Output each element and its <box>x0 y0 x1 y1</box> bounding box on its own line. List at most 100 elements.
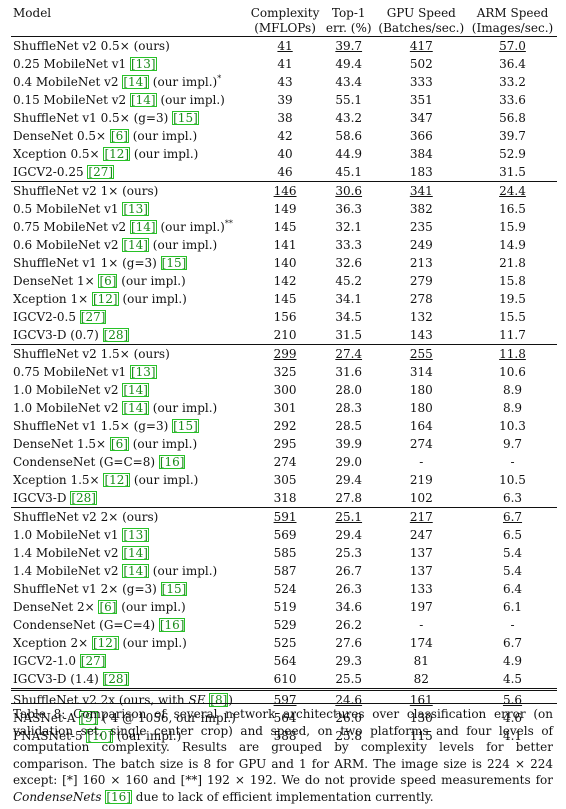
top1-cell: 44.9 <box>323 145 375 163</box>
complexity-cell: 145 <box>247 290 323 308</box>
gpu-cell: 382 <box>375 200 468 218</box>
arm-cell: 33.2 <box>468 73 557 91</box>
complexity-cell: 38 <box>247 109 323 127</box>
arm-cell: 4.9 <box>468 652 557 670</box>
table-row: IGCV2-1.0 [27] 564 29.3 81 4.9 <box>11 652 557 670</box>
gpu-cell: 351 <box>375 91 468 109</box>
model-name-text: (our impl.) <box>149 564 217 578</box>
citation-link[interactable]: [12] <box>103 147 130 161</box>
header-top1: Top-1 err. (%) <box>323 6 375 37</box>
table-row: DenseNet 2× [6] (our impl.) 519 34.6 197 6.1 <box>11 598 557 616</box>
model-name-text: ) <box>228 693 233 707</box>
citation-link[interactable]: [14] <box>130 93 157 107</box>
citation-link[interactable]: [14] <box>122 401 149 415</box>
citation-link[interactable]: [6] <box>98 600 117 614</box>
citation-link[interactable]: [16] <box>159 618 186 632</box>
header-top1-line2: err. (%) <box>326 21 372 35</box>
model-name-text: DenseNet 0.5× <box>13 129 110 143</box>
arm-cell: 14.9 <box>468 236 557 254</box>
citation-link[interactable]: [14] <box>122 75 149 89</box>
citation-link[interactable]: [28] <box>70 491 97 505</box>
gpu-cell: 174 <box>375 634 468 652</box>
top1-cell: 49.4 <box>323 55 375 73</box>
citation-link[interactable]: [14] <box>130 220 157 234</box>
citation-link[interactable]: [6] <box>110 129 129 143</box>
top1-cell: 33.3 <box>323 236 375 254</box>
table-row: IGCV3-D [28] 318 27.8 102 6.3 <box>11 489 557 508</box>
gpu-cell: 333 <box>375 73 468 91</box>
arm-cell: 57.0 <box>468 37 557 56</box>
arm-cell: 21.8 <box>468 254 557 272</box>
arm-cell: 6.1 <box>468 598 557 616</box>
model-cell: Xception 1.5× [12] (our impl.) <box>11 471 247 489</box>
top1-cell: 36.3 <box>323 200 375 218</box>
citation-link[interactable]: [16] <box>159 455 186 469</box>
model-cell: Xception 2× [12] (our impl.) <box>11 634 247 652</box>
citation-link[interactable]: [14] <box>122 546 149 560</box>
top1-cell: 32.1 <box>323 218 375 236</box>
citation-link[interactable]: [6] <box>110 437 129 451</box>
citation-link[interactable]: [13] <box>122 528 149 542</box>
citation-link[interactable]: [6] <box>98 274 117 288</box>
model-cell: 0.5 MobileNet v1 [13] <box>11 200 247 218</box>
table-header: Model Complexity (MFLOPs) Top-1 err. (%) G… <box>11 6 557 37</box>
arm-cell: 10.3 <box>468 417 557 435</box>
model-cell: IGCV2-0.25 [27] <box>11 163 247 182</box>
citation-link[interactable]: [13] <box>122 202 149 216</box>
arm-cell: 9.7 <box>468 435 557 453</box>
model-cell: Xception 1× [12] (our impl.) <box>11 290 247 308</box>
citation-link[interactable]: [14] <box>122 383 149 397</box>
model-name-text: (our impl.) <box>119 636 187 650</box>
gpu-cell: 217 <box>375 508 468 527</box>
model-name-text: ShuffleNet v2 2x (ours, with <box>13 693 188 707</box>
table-row: 1.0 MobileNet v2 [14] 300 28.0 180 8.9 <box>11 381 557 399</box>
gpu-cell: 247 <box>375 526 468 544</box>
complexity-cell: 610 <box>247 670 323 690</box>
complexity-cell: 42 <box>247 127 323 145</box>
top1-cell: 31.5 <box>323 326 375 345</box>
citation-link[interactable]: [14] <box>122 238 149 252</box>
model-cell: 0.15 MobileNet v2 [14] (our impl.) <box>11 91 247 109</box>
citation-link[interactable]: [15] <box>161 582 188 596</box>
model-name-italic: SE <box>188 693 205 707</box>
model-cell: CondenseNet (G=C=4) [16] <box>11 616 247 634</box>
citation-link[interactable]: [27] <box>80 310 107 324</box>
table-row: IGCV3-D (1.4) [28] 610 25.5 82 4.5 <box>11 670 557 690</box>
top1-cell: 26.3 <box>323 580 375 598</box>
model-cell: ShuffleNet v2 1.5× (ours) <box>11 345 247 364</box>
citation-link[interactable]: [27] <box>87 165 114 179</box>
arm-cell: 6.3 <box>468 489 557 508</box>
complexity-cell: 46 <box>247 163 323 182</box>
complexity-cell: 564 <box>247 652 323 670</box>
arm-cell: 33.6 <box>468 91 557 109</box>
citation-link[interactable]: [28] <box>103 672 130 686</box>
complexity-cell: 210 <box>247 326 323 345</box>
citation-link[interactable]: [15] <box>161 256 188 270</box>
complexity-cell: 140 <box>247 254 323 272</box>
citation-link[interactable]: [14] <box>122 564 149 578</box>
citation-link[interactable]: [12] <box>92 636 119 650</box>
caption-citation-link[interactable]: [16] <box>105 790 132 804</box>
complexity-cell: 305 <box>247 471 323 489</box>
citation-link[interactable]: [27] <box>80 654 107 668</box>
arm-cell: - <box>468 453 557 471</box>
top1-cell: 34.1 <box>323 290 375 308</box>
complexity-cell: 299 <box>247 345 323 364</box>
citation-link[interactable]: [12] <box>103 473 130 487</box>
gpu-cell: 180 <box>375 381 468 399</box>
citation-link[interactable]: [15] <box>172 419 199 433</box>
table-row: 1.4 MobileNet v2 [14] 585 25.3 137 5.4 <box>11 544 557 562</box>
model-name-text: ShuffleNet v2 0.5× (ours) <box>13 39 170 53</box>
citation-link[interactable]: [8] <box>209 693 228 707</box>
citation-link[interactable]: [28] <box>103 328 130 342</box>
top1-cell: 25.1 <box>323 508 375 527</box>
citation-link[interactable]: [13] <box>130 57 157 71</box>
citation-link[interactable]: [12] <box>92 292 119 306</box>
citation-link[interactable]: [13] <box>130 365 157 379</box>
model-name-text: Xception 2× <box>13 636 92 650</box>
top1-cell: 29.4 <box>323 471 375 489</box>
arm-cell: 16.5 <box>468 200 557 218</box>
complexity-cell: 519 <box>247 598 323 616</box>
citation-link[interactable]: [15] <box>172 111 199 125</box>
arm-cell: 56.8 <box>468 109 557 127</box>
